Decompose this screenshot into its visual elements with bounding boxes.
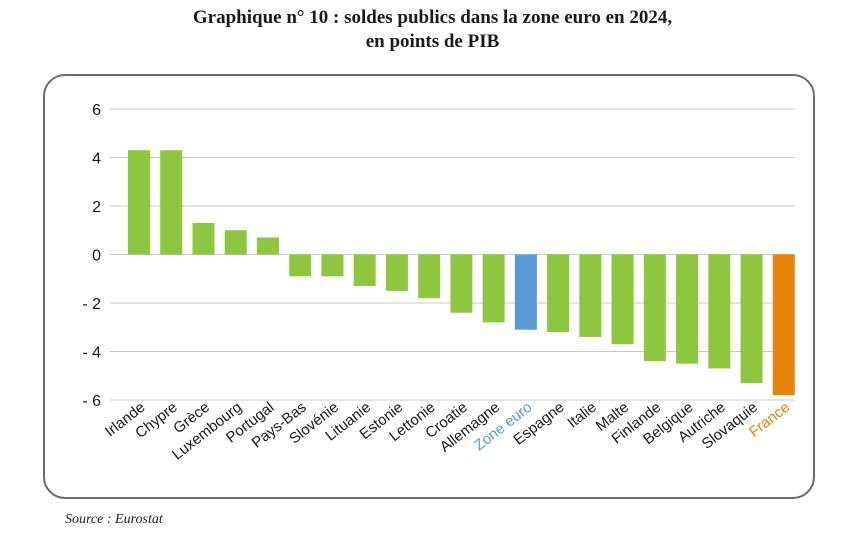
x-axis-labels: IrlandeChypreGrèceLuxembourgPortugalPays… xyxy=(102,399,793,464)
bar-chypre xyxy=(160,150,183,255)
bar-portugal xyxy=(256,237,279,255)
bar-allemagne xyxy=(482,254,505,323)
bar-italie xyxy=(579,254,602,337)
bar-lituanie xyxy=(353,254,376,287)
y-tick-label: - 2 xyxy=(82,296,101,313)
bar-zone-euro xyxy=(514,254,537,330)
bars xyxy=(128,150,795,396)
bar-croatie xyxy=(450,254,473,313)
bar-finlande xyxy=(643,254,666,362)
bar-estonie xyxy=(385,254,408,291)
y-tick-label: 2 xyxy=(92,199,101,216)
y-tick-label: 6 xyxy=(92,102,101,119)
x-label-italie: Italie xyxy=(564,399,599,432)
bar-irlande xyxy=(128,150,150,255)
chart-title-line-1: Graphique n° 10 : soldes publics dans la… xyxy=(192,7,673,28)
bar-france xyxy=(772,254,795,396)
y-tick-label: - 4 xyxy=(82,345,101,362)
source-note: Source : Eurostat xyxy=(65,512,163,527)
bar-slov-nie xyxy=(321,254,344,277)
bar-slovaquie xyxy=(740,254,763,384)
bar-gr-ce xyxy=(192,222,215,255)
y-axis-ticks: 6 4 2 0 - 2 - 4 - 6 xyxy=(82,102,101,410)
y-tick-label: 0 xyxy=(92,248,101,265)
y-tick-label: - 6 xyxy=(82,393,101,410)
chart-title: Graphique n° 10 : soldes publics dans la… xyxy=(0,6,865,54)
chart-title-line-2: en points de PIB xyxy=(365,31,500,52)
y-tick-label: 4 xyxy=(92,151,101,168)
bar-malte xyxy=(611,254,634,345)
bar-autriche xyxy=(708,254,731,369)
bar-lettonie xyxy=(418,254,441,299)
bar-belgique xyxy=(676,254,699,364)
bar-pays-bas xyxy=(289,254,312,277)
bar-espagne xyxy=(547,254,570,333)
bar-luxembourg xyxy=(224,230,247,255)
